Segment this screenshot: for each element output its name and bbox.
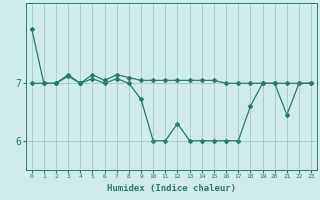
X-axis label: Humidex (Indice chaleur): Humidex (Indice chaleur) — [107, 184, 236, 193]
